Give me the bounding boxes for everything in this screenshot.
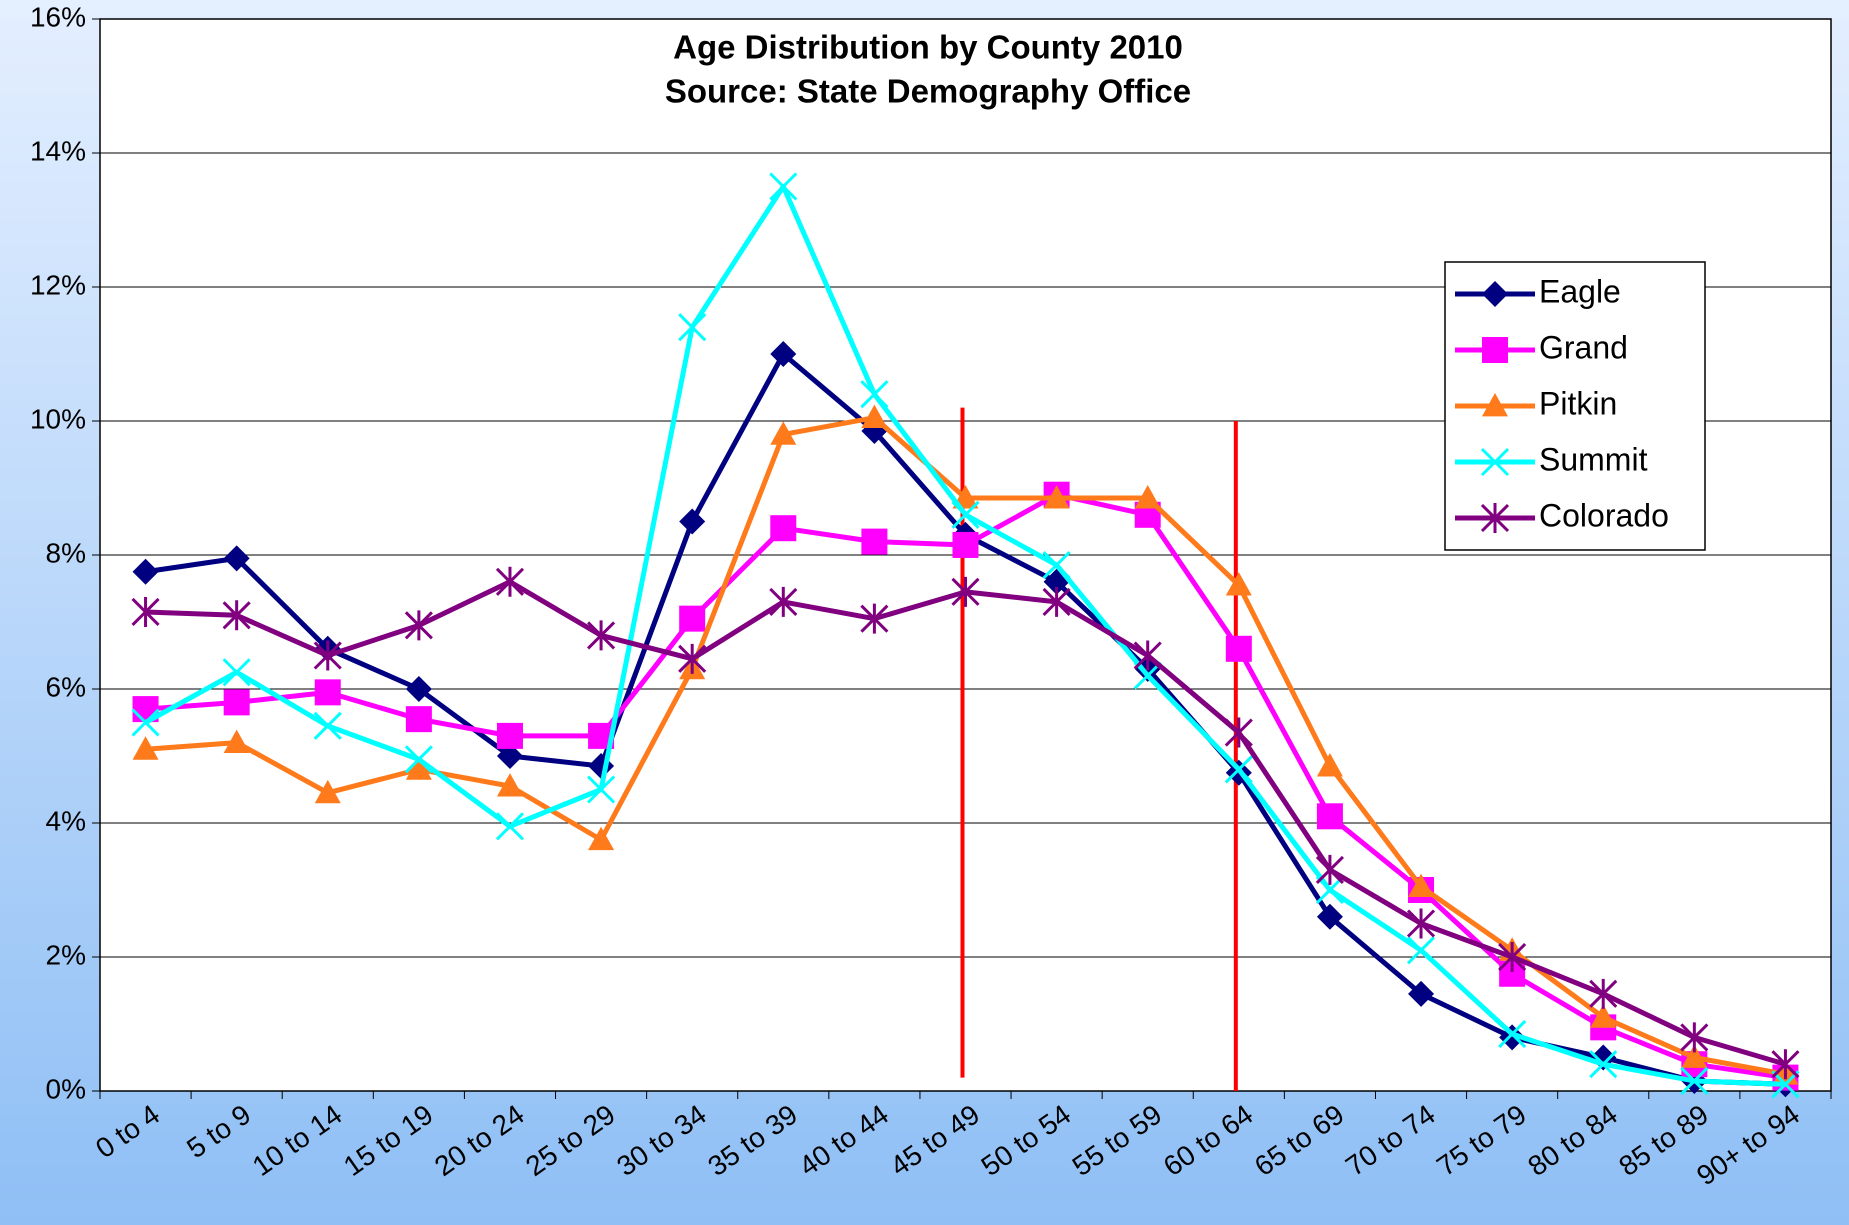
marker — [588, 826, 615, 851]
marker — [496, 743, 523, 769]
marker — [679, 605, 706, 632]
marker — [495, 566, 525, 597]
marker — [1480, 503, 1510, 533]
marker — [769, 172, 798, 201]
legend: Eagle Grand Pitkin Summit Colorado — [1444, 261, 1706, 551]
marker — [1224, 755, 1253, 784]
marker — [1482, 337, 1508, 363]
y-tick-label: 16% — [30, 1, 86, 32]
marker — [313, 640, 342, 671]
marker — [496, 722, 523, 749]
marker — [495, 812, 525, 841]
marker — [222, 658, 251, 687]
marker — [1589, 1050, 1618, 1079]
marker — [132, 736, 159, 760]
marker — [1315, 875, 1344, 905]
marker — [1042, 550, 1071, 580]
marker — [678, 313, 707, 342]
marker — [952, 531, 979, 558]
y-tick-label: 12% — [30, 269, 86, 300]
marker — [1589, 978, 1618, 1009]
marker — [404, 745, 433, 774]
marker — [1133, 661, 1162, 690]
y-tick-label: 14% — [30, 135, 86, 166]
marker — [131, 596, 160, 627]
marker — [1042, 586, 1071, 617]
marker — [132, 558, 159, 585]
marker — [496, 773, 523, 797]
marker — [1771, 1049, 1800, 1080]
series — [131, 566, 1800, 1080]
marker — [405, 756, 432, 780]
marker — [587, 775, 616, 804]
legend-label: Summit — [1539, 441, 1648, 477]
legend-label: Pitkin — [1539, 385, 1617, 421]
marker — [314, 679, 341, 706]
legend-label: Grand — [1539, 329, 1628, 365]
marker — [1043, 485, 1070, 509]
marker — [1482, 281, 1508, 307]
marker — [1771, 1070, 1800, 1099]
marker — [1316, 753, 1343, 777]
marker — [951, 500, 980, 529]
y-tick-label: 4% — [46, 805, 86, 836]
marker — [587, 620, 616, 651]
marker — [770, 515, 797, 542]
marker — [1680, 1066, 1709, 1096]
marker — [1133, 640, 1162, 671]
marker — [223, 545, 250, 572]
marker — [860, 603, 889, 634]
marker — [314, 779, 341, 804]
marker — [1316, 903, 1343, 930]
series — [131, 172, 1800, 1099]
marker — [1316, 803, 1343, 830]
marker — [405, 706, 432, 733]
marker — [1681, 1044, 1708, 1068]
marker — [1408, 873, 1435, 898]
y-tick-label: 6% — [46, 671, 86, 702]
marker — [1408, 980, 1435, 1007]
marker — [770, 421, 797, 445]
y-tick-label: 2% — [46, 939, 86, 970]
marker — [1225, 635, 1252, 662]
marker — [951, 576, 980, 607]
marker — [1406, 908, 1436, 939]
marker — [1480, 447, 1510, 477]
marker — [1482, 393, 1508, 417]
marker — [769, 586, 798, 617]
marker — [861, 404, 888, 429]
marker — [1498, 942, 1527, 972]
marker — [860, 380, 889, 409]
marker — [1590, 1004, 1617, 1028]
chart-title: Age Distribution by County 2010 — [673, 29, 1183, 66]
marker — [131, 708, 160, 737]
y-tick-label: 8% — [46, 537, 86, 568]
marker — [223, 689, 250, 716]
marker — [861, 528, 888, 555]
marker — [1315, 854, 1344, 885]
marker — [405, 676, 432, 702]
marker — [1225, 572, 1252, 596]
chart-subtitle: Source: State Demography Office — [665, 73, 1191, 110]
marker — [1224, 717, 1253, 748]
marker — [222, 600, 251, 631]
marker — [313, 711, 342, 740]
marker — [223, 729, 250, 753]
legend-label: Colorado — [1539, 497, 1669, 533]
y-tick-label: 0% — [46, 1073, 86, 1104]
marker — [1406, 936, 1436, 965]
marker — [770, 341, 797, 367]
marker — [1498, 1019, 1527, 1049]
marker — [678, 643, 707, 674]
marker — [1680, 1022, 1709, 1053]
marker — [1134, 485, 1161, 509]
marker — [679, 508, 706, 535]
legend-label: Eagle — [1539, 273, 1621, 309]
marker — [404, 610, 433, 641]
y-tick-label: 10% — [30, 403, 86, 434]
